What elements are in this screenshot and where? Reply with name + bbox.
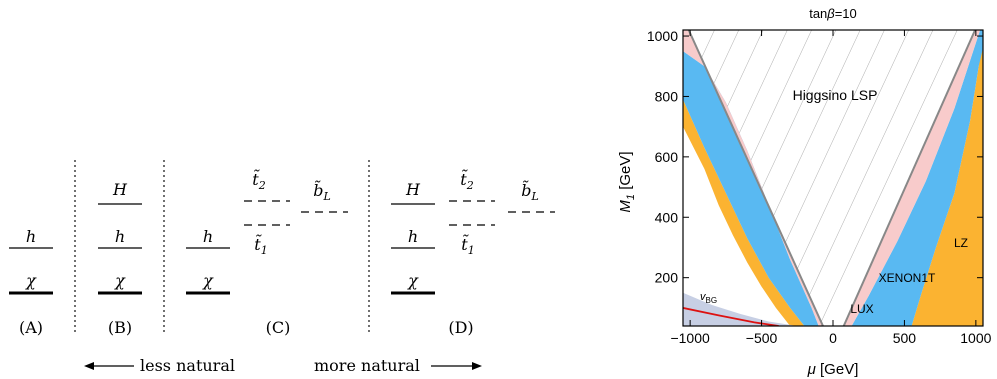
level-label-h-a: h <box>26 227 36 246</box>
spectrum-schematic: h χ (A) H h χ (B) h χ t̃2 t̃1 b̃L (C) H … <box>9 160 555 375</box>
level-label-h-d: h <box>408 227 418 246</box>
y-tick-label: 200 <box>655 270 679 286</box>
level-label-chi-c: χ <box>202 271 214 290</box>
less-natural-arrowhead <box>84 362 94 370</box>
lux-region-left <box>683 30 823 326</box>
lz-region-right <box>911 30 983 326</box>
level-label-chi-d: χ <box>407 271 419 290</box>
xenon1t-region-right <box>851 30 983 326</box>
vbg-region <box>683 292 798 326</box>
vbg-line <box>683 307 779 326</box>
axis-ticks: −1000 −500 0 500 1000 200 400 600 800 1000 <box>647 28 992 346</box>
level-label-chi-a: χ <box>25 271 37 290</box>
y-axis-label: M1 [GeV] <box>617 151 637 212</box>
xenon1t-label: XENON1T <box>879 271 936 285</box>
level-label-t2-d: t̃2 <box>460 169 473 192</box>
lux-label: LUX <box>850 302 873 316</box>
x-tick-label: −500 <box>746 330 778 346</box>
xenon1t-region-left <box>683 51 819 326</box>
y-tick-label: 800 <box>655 88 679 104</box>
panel-label-b: (B) <box>108 318 132 337</box>
higgsino-lsp-label: Higgsino LSP <box>793 87 878 103</box>
panel-label-d: (D) <box>448 318 473 337</box>
x-tick-label: 1000 <box>960 330 991 346</box>
level-label-t1-c: t̃1 <box>254 234 267 257</box>
more-natural-arrowhead <box>472 362 482 370</box>
level-label-H-b: H <box>112 180 128 199</box>
y-tick-label: 1000 <box>647 28 678 44</box>
x-axis-label: μ [GeV] <box>807 361 859 378</box>
higgsino-lsp-region <box>688 30 976 326</box>
level-label-chi-b: χ <box>114 271 126 290</box>
level-label-h-c: h <box>203 227 213 246</box>
x-tick-label: 500 <box>893 330 917 346</box>
chart-title: tanβ=10 <box>809 6 857 21</box>
y-tick-label: 600 <box>655 149 679 165</box>
dm-exclusion-plot: tanβ=10 −1000 −500 0 500 1000 200 400 600 800 100… <box>617 6 992 378</box>
more-natural-label: more natural <box>314 356 420 375</box>
level-label-H-d: H <box>405 180 421 199</box>
level-label-t1-d: t̃1 <box>461 234 474 257</box>
level-label-bL-c: b̃L <box>313 180 331 203</box>
y-tick-label: 400 <box>655 209 679 225</box>
level-label-h-b: h <box>115 227 125 246</box>
lux-region-right <box>843 30 981 326</box>
higgsino-boundary-right <box>842 30 977 326</box>
panel-label-a: (A) <box>19 318 43 337</box>
higgsino-boundary-left <box>687 30 824 326</box>
panel-label-c: (C) <box>266 318 291 337</box>
lz-label: LZ <box>954 236 968 250</box>
level-label-bL-d: b̃L <box>521 180 539 203</box>
x-tick-label: −1000 <box>670 330 710 346</box>
level-label-t2-c: t̃2 <box>252 169 265 192</box>
plot-regions <box>683 30 983 326</box>
vbg-label: vBG <box>700 291 717 305</box>
less-natural-label: less natural <box>140 356 235 375</box>
x-tick-label: 0 <box>829 330 837 346</box>
